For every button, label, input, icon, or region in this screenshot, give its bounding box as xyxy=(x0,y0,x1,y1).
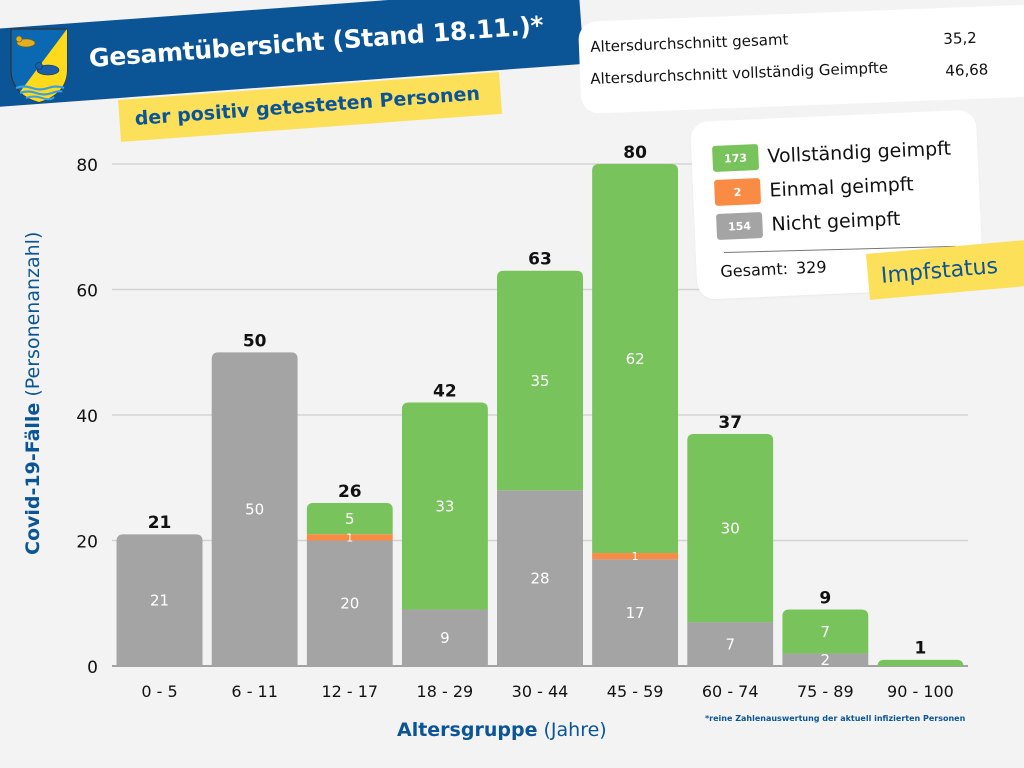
legend-label: Einmal geimpft xyxy=(769,173,915,202)
coat-of-arms-icon xyxy=(10,28,68,103)
bar-group: 20 1 5 26 xyxy=(306,482,393,666)
y-tick-label: 20 xyxy=(76,533,98,553)
bar-segment xyxy=(687,622,774,666)
x-tick-label: 60 - 74 xyxy=(702,682,759,701)
total-value-label: 42 xyxy=(433,381,457,401)
legend-total-label: Gesamt: xyxy=(720,259,789,281)
x-tick-label: 90 - 100 xyxy=(887,682,954,701)
bar-segment xyxy=(782,653,869,666)
bar-group: 17 1 62 80 xyxy=(592,143,679,666)
x-axis-ticks: 0 - 5 6 - 11 12 - 17 18 - 29 30 - 44 45 - 59 6… xyxy=(141,682,953,701)
bar-segment xyxy=(401,609,488,666)
total-value-label: 37 xyxy=(718,413,742,433)
x-tick-label: 75 - 89 xyxy=(797,682,854,701)
bar-segment xyxy=(592,553,679,560)
bar-segment xyxy=(496,270,584,491)
bar-segment xyxy=(116,534,203,666)
segment-value-label: 50 xyxy=(245,501,264,519)
footnote: *reine Zahlenauswertung der aktuell infi… xyxy=(705,714,966,723)
stat-value-avg-total: 35,2 xyxy=(943,28,978,48)
total-value-label: 26 xyxy=(338,482,362,502)
stat-value-avg-vaccinated: 46,68 xyxy=(945,60,989,80)
segment-value-label: 30 xyxy=(721,519,740,537)
total-value-label: 80 xyxy=(623,143,647,163)
x-axis-label: Altersgruppe (Jahre) xyxy=(397,719,607,741)
total-value-label: 1 xyxy=(915,639,927,659)
y-axis-label-bold: Covid-19-Fälle xyxy=(22,402,44,555)
y-tick-label: 40 xyxy=(76,407,98,427)
age-stats-card xyxy=(578,3,1024,114)
bar-group: 1 xyxy=(877,639,964,666)
legend-swatch-gray: 154 xyxy=(716,211,764,240)
y-axis-label: Covid-19-Fälle (Personenanzahl) xyxy=(22,232,44,555)
legend-label: Nicht geimpft xyxy=(771,207,901,236)
segment-value-label: 7 xyxy=(725,635,735,653)
x-tick-label: 0 - 5 xyxy=(141,682,177,701)
x-tick-label: 18 - 29 xyxy=(417,682,474,701)
segment-value-label: 28 xyxy=(530,570,549,588)
segment-value-label: 2 xyxy=(821,651,831,669)
bars: 2121505020152693342283563171628073037279… xyxy=(116,143,964,669)
legend-total-value: 329 xyxy=(795,257,827,278)
y-tick-label: 0 xyxy=(87,658,98,678)
x-tick-label: 6 - 11 xyxy=(231,682,277,701)
total-value-label: 9 xyxy=(819,589,831,609)
x-axis-label-bold: Altersgruppe xyxy=(397,719,538,741)
segment-value-label: 21 xyxy=(150,592,169,610)
bar-segment xyxy=(306,534,393,541)
y-axis-label-rest: (Personenanzahl) xyxy=(22,231,44,403)
bar-segment xyxy=(687,433,774,623)
bar-group: 7 30 37 xyxy=(687,413,774,666)
legend-swatch-orange: 2 xyxy=(714,177,762,206)
bar-group: 28 35 63 xyxy=(496,250,584,666)
bar-segment xyxy=(211,352,298,666)
segment-value-label: 7 xyxy=(821,623,831,641)
segment-value-label: 9 xyxy=(440,629,450,647)
bar-segment xyxy=(592,164,679,554)
y-tick-label: 60 xyxy=(76,282,98,302)
bar-group: 50 50 xyxy=(211,331,298,666)
segment-value-label: 17 xyxy=(626,604,645,622)
y-tick-label: 80 xyxy=(76,156,98,176)
bar-segment xyxy=(496,490,584,666)
bar-segment xyxy=(782,609,869,654)
bar-segment xyxy=(592,559,679,666)
total-value-label: 63 xyxy=(528,250,552,270)
x-axis-label-rest: (Jahre) xyxy=(537,719,607,741)
bar-group: 2 7 9 xyxy=(782,589,869,669)
total-value-label: 21 xyxy=(148,513,172,533)
x-tick-label: 12 - 17 xyxy=(321,682,378,701)
legend-swatch-green: 173 xyxy=(712,143,760,172)
segment-value-label: 62 xyxy=(626,350,645,368)
bar-segment xyxy=(306,540,393,666)
total-value-label: 50 xyxy=(243,331,267,351)
segment-value-label: 33 xyxy=(435,497,454,515)
bar-segment xyxy=(401,402,488,610)
bar-group: 21 21 xyxy=(116,513,203,666)
y-axis-ticks: 0 20 40 60 80 xyxy=(76,156,98,678)
segment-value-label: 1 xyxy=(632,550,639,563)
x-tick-label: 45 - 59 xyxy=(607,682,664,701)
segment-value-label: 35 xyxy=(530,372,549,390)
segment-value-label: 5 xyxy=(345,510,355,528)
segment-value-label: 20 xyxy=(340,595,359,613)
segment-value-label: 1 xyxy=(346,531,353,544)
bar-segment xyxy=(306,502,393,535)
x-tick-label: 30 - 44 xyxy=(512,682,569,701)
bar-segment xyxy=(877,659,964,666)
bar-group: 9 33 42 xyxy=(401,381,488,666)
